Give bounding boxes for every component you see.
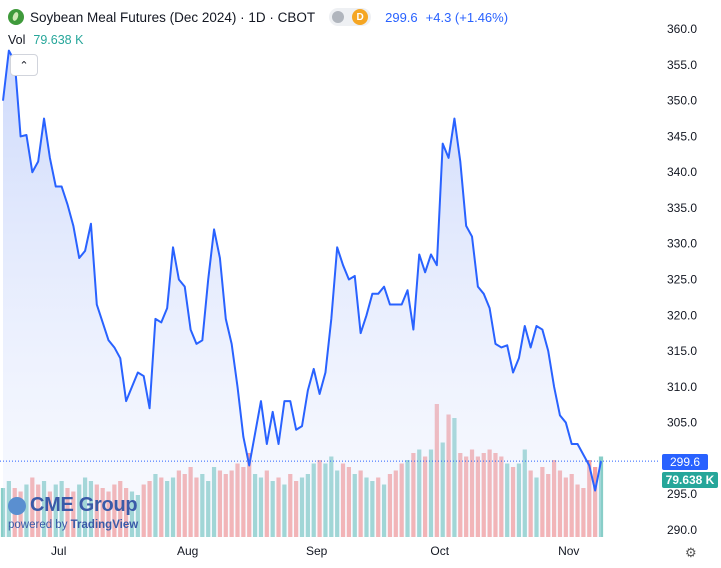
chevron-up-icon: ⌃ [19,59,29,72]
chart-header: Soybean Meal Futures (Dec 2024) · 1D · C… [8,6,508,28]
cme-brand: CME Group [30,494,138,516]
delayed-badge: D [352,9,369,25]
y-tick-label: 325.0 [667,273,697,287]
x-tick-label: Nov [558,544,579,558]
y-tick-label: 315.0 [667,344,697,358]
y-tick-label: 360.0 [667,22,697,36]
market-status-icon [332,11,345,23]
tradingview-text: TradingView [70,519,139,531]
volume-label: Vol [8,33,26,47]
price-tag: 299.6 [670,455,700,469]
price-area [3,50,601,538]
y-tick-label: 340.0 [667,165,697,179]
volume-value: 79.638 K [33,33,84,47]
price-tag-bg [662,454,708,470]
y-tick-label: 290.0 [667,523,697,537]
y-tick-label: 295.0 [667,487,697,501]
cme-watermark: CME Group powered by TradingView [8,494,138,531]
price-change: +4.3 (+1.46%) [425,9,509,25]
y-tick-label: 355.0 [667,58,697,72]
x-tick-label: Aug [177,544,198,558]
axis-tags: 299.6 79.638 K [662,454,718,488]
powered-by-text: powered by [8,519,68,531]
collapse-legend-button[interactable]: ⌃ [10,54,38,76]
y-tick-label: 305.0 [667,416,697,430]
y-tick-label: 350.0 [667,94,697,108]
price-line [2,49,602,492]
y-tick-label: 345.0 [667,129,697,143]
volume-legend: Vol 79.638 K [8,33,83,47]
volume-tag-bg [662,472,718,488]
y-axis: 290.0295.0300.0305.0310.0315.0320.0325.0… [667,22,697,537]
cme-globe-icon [8,496,26,515]
y-tick-label: 320.0 [667,308,697,322]
symbol-title[interactable]: Soybean Meal Futures (Dec 2024) · 1D · C… [30,9,316,25]
y-tick-label: 310.0 [667,380,697,394]
volume-tag: 79.638 K [666,473,715,487]
x-tick-label: Jul [51,544,66,558]
status-pills[interactable]: D [329,8,372,26]
settings-gear-icon[interactable]: ⚙ [685,545,697,560]
x-tick-label: Oct [430,544,449,558]
x-axis: Jul Aug Sep Oct Nov [51,544,579,558]
last-price: 299.6 [385,9,418,25]
y-tick-label: 335.0 [667,201,697,215]
y-tick-label: 330.0 [667,237,697,251]
soybean-logo-icon [8,9,24,25]
x-tick-label: Sep [306,544,328,558]
